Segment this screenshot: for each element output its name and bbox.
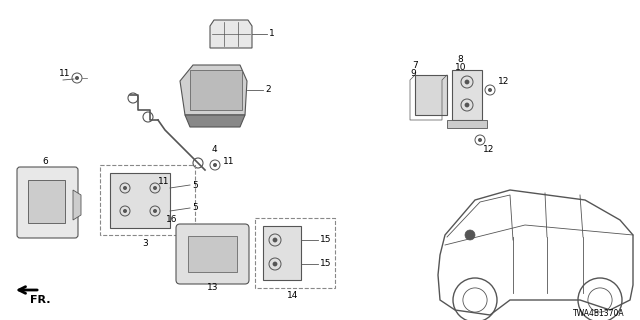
Bar — [447, 120, 487, 128]
Text: 15: 15 — [320, 236, 332, 244]
Circle shape — [465, 230, 475, 240]
FancyBboxPatch shape — [176, 224, 249, 284]
Circle shape — [478, 138, 482, 142]
Circle shape — [488, 88, 492, 92]
Text: 14: 14 — [287, 292, 298, 300]
Text: 15: 15 — [320, 260, 332, 268]
Bar — [452, 70, 482, 120]
Polygon shape — [180, 65, 247, 115]
Text: 16: 16 — [166, 215, 177, 225]
Text: 11: 11 — [59, 69, 70, 78]
Circle shape — [123, 209, 127, 213]
Bar — [188, 236, 237, 272]
Polygon shape — [210, 20, 252, 48]
Circle shape — [465, 103, 469, 108]
Text: 7: 7 — [412, 60, 418, 69]
Polygon shape — [185, 115, 245, 127]
Text: 13: 13 — [207, 284, 218, 292]
Circle shape — [273, 262, 277, 266]
Circle shape — [153, 209, 157, 213]
Polygon shape — [73, 190, 81, 220]
Text: 12: 12 — [483, 146, 494, 155]
Text: 1: 1 — [269, 29, 275, 38]
Text: 5: 5 — [192, 204, 198, 212]
Bar — [100, 165, 195, 235]
Text: 10: 10 — [455, 63, 467, 73]
Bar — [263, 226, 301, 280]
Circle shape — [465, 80, 469, 84]
Circle shape — [153, 186, 157, 190]
Text: 11: 11 — [158, 178, 170, 187]
Text: 11: 11 — [223, 157, 234, 166]
Text: 6: 6 — [42, 157, 48, 166]
Text: 5: 5 — [192, 180, 198, 189]
Text: 9: 9 — [410, 68, 416, 77]
Bar — [28, 180, 65, 223]
Circle shape — [148, 183, 152, 187]
Text: 8: 8 — [457, 55, 463, 65]
Text: FR.: FR. — [30, 295, 51, 305]
Bar — [110, 173, 170, 228]
Bar — [415, 75, 447, 115]
Text: 12: 12 — [498, 77, 509, 86]
Circle shape — [213, 163, 217, 167]
Bar — [190, 70, 242, 110]
FancyBboxPatch shape — [17, 167, 78, 238]
Text: 4: 4 — [212, 146, 218, 155]
Circle shape — [123, 186, 127, 190]
Text: 2: 2 — [265, 85, 271, 94]
Circle shape — [273, 237, 277, 243]
Text: 3: 3 — [142, 238, 148, 247]
Bar — [255, 218, 335, 288]
Circle shape — [75, 76, 79, 80]
Text: TWA4B1370A: TWA4B1370A — [573, 308, 625, 317]
